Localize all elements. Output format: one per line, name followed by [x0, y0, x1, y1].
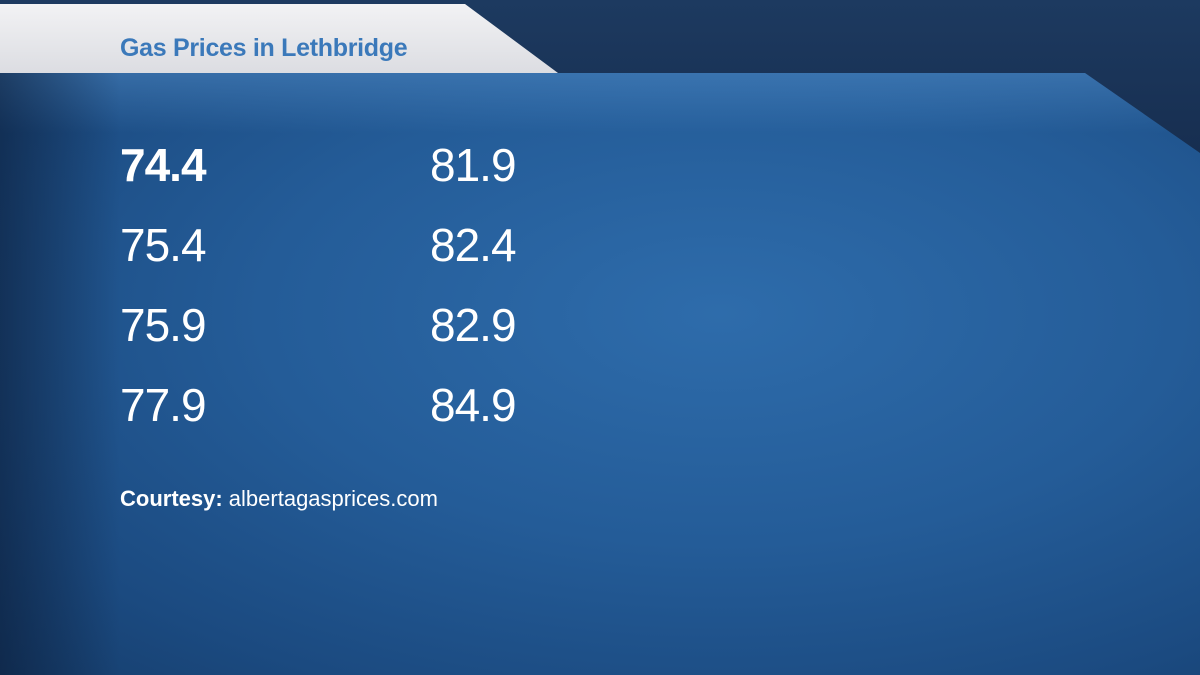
price: 75.4	[120, 219, 207, 271]
price: 75.9	[120, 299, 207, 351]
title-tab	[0, 4, 558, 73]
courtesy-source: albertagasprices.com	[222, 486, 438, 511]
price: 81.9	[430, 139, 517, 191]
price: 77.9	[120, 379, 207, 431]
price: 82.4	[430, 219, 517, 271]
price: 84.9	[430, 379, 517, 431]
price-lowest: 74.4	[120, 139, 207, 191]
content-panel	[0, 73, 1200, 675]
page-title: Gas Prices in Lethbridge	[120, 34, 408, 62]
price: 82.9	[430, 299, 517, 351]
panel-shadow	[0, 73, 120, 675]
courtesy-label: Courtesy:	[120, 486, 223, 511]
courtesy-line: Courtesy: albertagasprices.com	[120, 486, 438, 512]
